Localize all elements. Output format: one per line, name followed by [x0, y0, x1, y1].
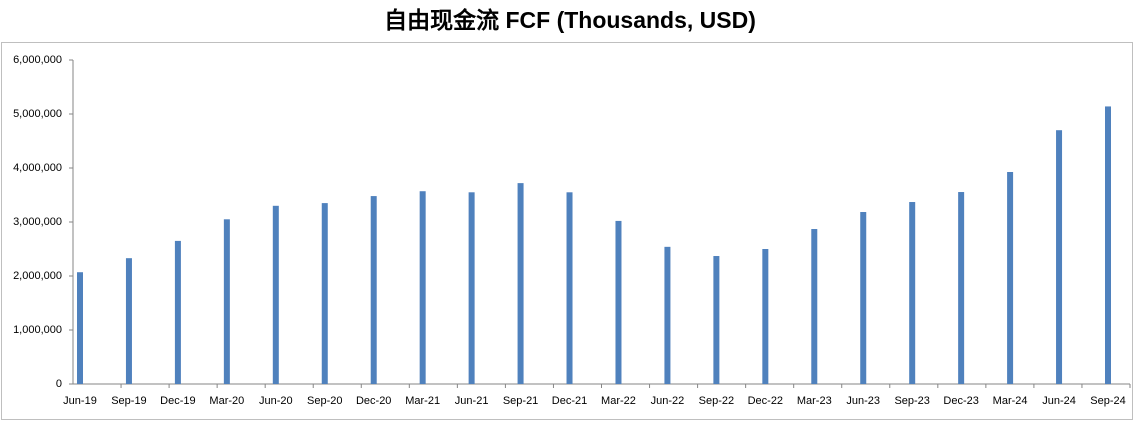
y-tick-label: 3,000,000 [13, 216, 62, 228]
x-tick-label: Sep-19 [111, 395, 146, 407]
x-tick-label: Sep-20 [307, 395, 342, 407]
y-tick-label: 4,000,000 [13, 162, 62, 174]
bar [1105, 106, 1111, 384]
bar [860, 212, 867, 384]
y-tick-label: 5,000,000 [13, 108, 62, 120]
x-tick-label: Mar-20 [209, 395, 244, 407]
bar [125, 258, 132, 384]
bar [468, 192, 475, 384]
bar [566, 192, 573, 384]
chart-title: 自由现金流 FCF (Thousands, USD) [384, 7, 756, 33]
bar [1056, 130, 1063, 384]
x-tick-label: Sep-24 [1090, 395, 1125, 407]
x-tick-label: Mar-24 [993, 395, 1028, 407]
x-tick-label: Jun-23 [846, 395, 880, 407]
x-tick-label: Jun-22 [651, 395, 685, 407]
bar [370, 196, 377, 384]
x-tick-label: Sep-23 [894, 395, 929, 407]
y-tick-label: 2,000,000 [13, 270, 62, 282]
bar [174, 240, 181, 384]
x-tick-label: Dec-23 [943, 395, 978, 407]
bar [77, 272, 83, 384]
x-tick-label: Dec-21 [552, 395, 587, 407]
x-tick-label: Mar-22 [601, 395, 636, 407]
bar [223, 219, 230, 384]
bar [1007, 171, 1014, 384]
x-tick-label: Jun-19 [63, 395, 97, 407]
x-tick-label: Jun-20 [259, 395, 293, 407]
bar [517, 183, 524, 384]
y-tick-label: 6,000,000 [13, 54, 62, 66]
x-tick-label: Sep-22 [699, 395, 734, 407]
bar [272, 205, 279, 384]
x-tick-label: Dec-22 [748, 395, 783, 407]
x-tick-label: Sep-21 [503, 395, 538, 407]
y-tick-label: 0 [56, 378, 62, 390]
bar [909, 202, 916, 384]
bar [321, 203, 328, 384]
y-tick-label: 1,000,000 [13, 324, 62, 336]
bar [615, 220, 622, 384]
bar [811, 229, 818, 384]
x-tick-label: Jun-21 [455, 395, 489, 407]
x-tick-label: Jun-24 [1042, 395, 1076, 407]
bar [958, 192, 965, 384]
x-tick-label: Mar-21 [405, 395, 440, 407]
x-tick-label: Dec-20 [356, 395, 391, 407]
bar [419, 191, 426, 384]
bar [713, 256, 720, 384]
chart-border [1, 42, 1133, 420]
bar [664, 246, 671, 384]
bar [762, 249, 769, 384]
x-tick-label: Mar-23 [797, 395, 832, 407]
x-tick-label: Dec-19 [160, 395, 195, 407]
